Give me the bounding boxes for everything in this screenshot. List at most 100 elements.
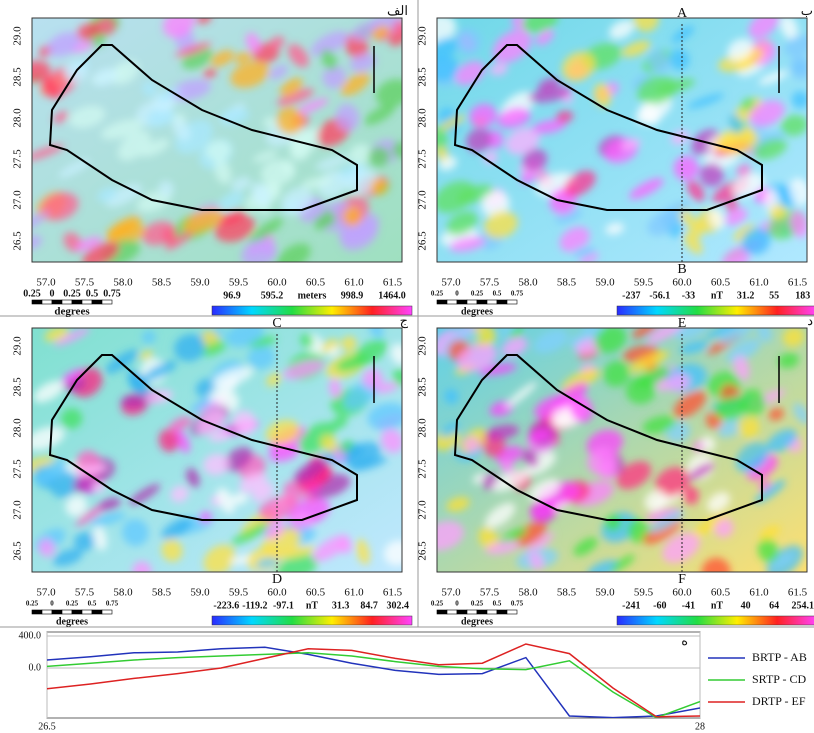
scale-bar-unit: degrees <box>54 306 90 318</box>
x-tick-label: 59.0 <box>190 587 210 599</box>
map-panel: 29.028.528.027.527.026.557.057.558.058.5… <box>12 313 416 627</box>
figure: 29.0 28.5 28.0 27.5 27.0 26.5 57.0 57.5 58.0 58.5… <box>0 0 814 733</box>
scale-bar-segment <box>447 610 457 614</box>
y-tick-label: 28.5 <box>417 377 429 397</box>
x-tick-label: 61.0 <box>344 587 364 599</box>
scale-bar-label: 0 <box>455 600 459 608</box>
panel-label: ب <box>801 3 813 18</box>
scale-bar-segment <box>52 610 62 614</box>
scale-bar-segment <box>437 610 447 614</box>
x-tick-label: 57.0 <box>441 277 461 289</box>
y-tick-label: 27.5 <box>12 459 24 479</box>
scale-bar-label: 0.75 <box>106 600 119 608</box>
scale-bar-segment <box>92 610 102 614</box>
scale-bar-label: 0 <box>455 290 459 298</box>
scale-bar-segment <box>32 610 42 614</box>
scale-bar-label: 0.5 <box>86 288 99 299</box>
x-tick-label: 57.0 <box>36 587 56 599</box>
x-tick-label: 59.5 <box>229 277 249 289</box>
colorbar-label: 998.9 <box>341 290 364 301</box>
scale-bar-segment <box>32 300 42 304</box>
scale-bar-segment <box>457 610 467 614</box>
y-tick-label: 28.5 <box>12 67 24 87</box>
colorbar-label: 31.3 <box>332 600 350 611</box>
x-tick-label: 58.5 <box>557 587 577 599</box>
x-tick-label: 60.0 <box>672 587 692 599</box>
x-tick-label: 57.5 <box>75 587 95 599</box>
scale-bar-unit: degrees <box>461 616 493 627</box>
colorbar-label: -97.1 <box>273 600 294 611</box>
colorbar-label: nT <box>306 600 319 611</box>
y-tick-label: 27.0 <box>417 500 429 520</box>
scale-bar-segment <box>497 610 507 614</box>
profile-start-label: A <box>677 6 688 21</box>
scale-bar-label: 0.25 <box>26 600 39 608</box>
y-tick-label: 29.0 <box>12 336 24 356</box>
map-image <box>13 3 415 277</box>
colorbar-label: -241 <box>622 600 640 611</box>
y-tick-label: 28.0 <box>417 108 429 128</box>
scale-bar-label: 0 <box>50 600 54 608</box>
colorbar-label: -41 <box>682 600 695 611</box>
panel-label: ج <box>400 313 409 329</box>
scale-bar-segment <box>507 300 517 304</box>
map-panel: 29.028.528.027.527.026.557.057.558.058.5… <box>417 311 814 627</box>
y-tick-label: 29.0 <box>417 26 429 46</box>
x-tick-label: 59.5 <box>634 277 654 289</box>
x-tick-label: 57.5 <box>75 277 95 289</box>
scale-bar-segment <box>82 300 92 304</box>
colorbar-label: 84.7 <box>360 600 378 611</box>
map-image <box>21 317 415 586</box>
panel-label: د <box>807 313 813 328</box>
profile-end-label: F <box>678 572 686 587</box>
scale-bar-segment <box>447 300 457 304</box>
colorbar <box>212 616 412 625</box>
scale-bar-label: 0.25 <box>471 290 484 298</box>
scale-bar-segment <box>102 300 112 304</box>
scale-bar-segment <box>92 300 102 304</box>
y-tick-label: 0.0 <box>29 662 42 673</box>
y-tick-label: 400.0 <box>19 630 42 641</box>
x-tick-label: 60.5 <box>306 277 326 289</box>
x-tick-label: 26.5 <box>38 721 56 732</box>
scale-bar-segment <box>477 300 487 304</box>
x-tick-label: 58.5 <box>557 277 577 289</box>
y-tick-label: 26.5 <box>417 541 429 561</box>
colorbar-label: 302.4 <box>386 600 409 611</box>
scale-bar-segment <box>102 610 112 614</box>
colorbar-label: 595.2 <box>261 290 284 301</box>
scale-bar-label: 0.75 <box>511 600 524 608</box>
x-tick-label: 58.5 <box>152 277 172 289</box>
x-tick-label: 61.0 <box>344 277 364 289</box>
x-tick-label: 59.5 <box>634 587 654 599</box>
colorbar-label: nT <box>711 600 724 611</box>
scale-bar-segment <box>52 300 62 304</box>
x-tick-label: 61.5 <box>383 587 403 599</box>
y-tick-label: 26.5 <box>12 231 24 251</box>
x-tick-label: 57.0 <box>36 277 56 289</box>
colorbar-label: 40 <box>741 600 751 611</box>
colorbar-label: -223.6 <box>213 600 239 611</box>
x-tick-label: 58.0 <box>518 587 538 599</box>
y-tick-label: 27.0 <box>417 190 429 210</box>
scale-bar-segment <box>487 300 497 304</box>
scale-bar-segment <box>467 300 477 304</box>
scale-bar-label: 0 <box>50 288 55 299</box>
x-tick-label: 57.5 <box>480 277 500 289</box>
x-tick-label: 59.0 <box>595 587 615 599</box>
colorbar-label: nT <box>711 290 724 301</box>
x-tick-label: 61.0 <box>749 277 769 289</box>
legend-label: SRTP - CD <box>752 672 807 686</box>
colorbar-label: -119.2 <box>242 600 267 611</box>
colorbar-label: 55 <box>769 290 779 301</box>
plot-area <box>47 632 700 718</box>
scale-bar-segment <box>507 610 517 614</box>
x-tick-label: 58.0 <box>518 277 538 289</box>
scale-bar-segment <box>42 300 52 304</box>
map-image <box>419 2 814 276</box>
y-tick-label: 29.0 <box>417 336 429 356</box>
scale-bar-label: 0.25 <box>66 600 79 608</box>
scale-bar-unit: degrees <box>461 306 493 317</box>
colorbar-label: -56.1 <box>649 290 670 301</box>
